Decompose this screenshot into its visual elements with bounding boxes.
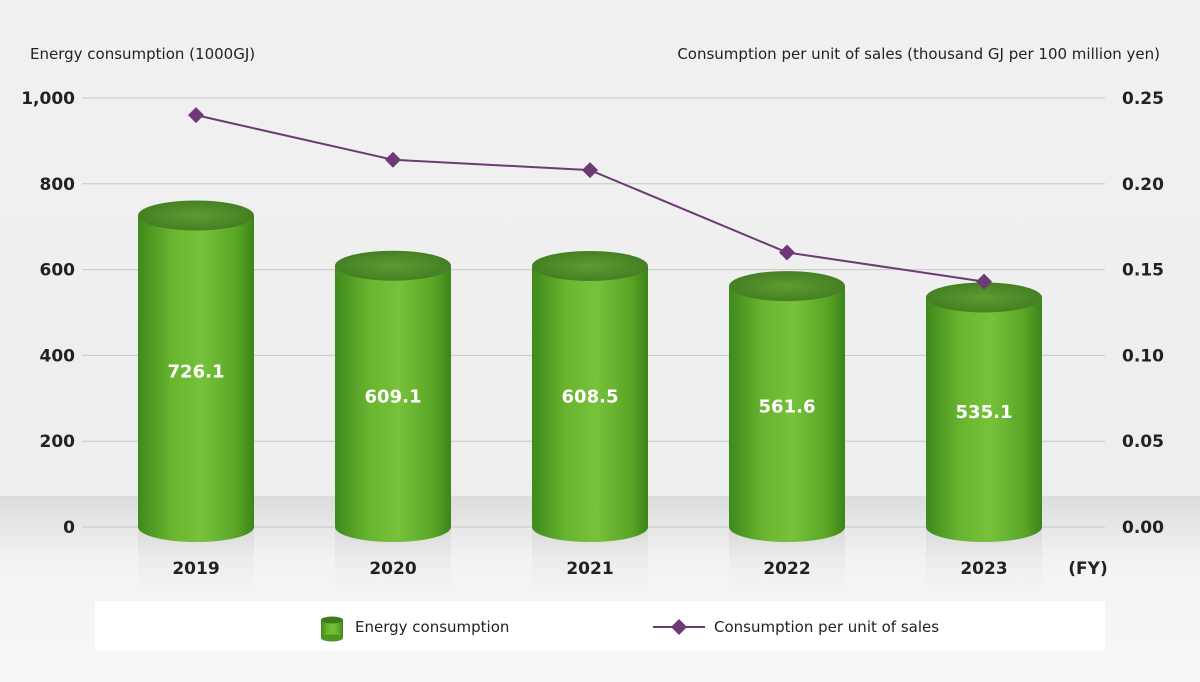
- bar-body: [729, 286, 845, 542]
- bar-value-label: 608.5: [562, 386, 619, 407]
- legend-box: [95, 601, 1105, 651]
- y-right-tick-label: 0.10: [1122, 346, 1164, 366]
- bar-top: [729, 271, 845, 302]
- bar-top: [138, 200, 254, 231]
- y-left-tick-label: 400: [40, 346, 76, 366]
- bar-top: [532, 250, 648, 281]
- bar-value-label: 609.1: [365, 386, 422, 407]
- y-left-tick-label: 0: [63, 518, 75, 538]
- consumption-per-sales-line: [188, 107, 992, 290]
- legend: Energy consumption Consumption per unit …: [95, 601, 1105, 651]
- bar-2021: 608.5: [532, 250, 648, 602]
- x-tick-label: 2020: [369, 559, 416, 579]
- bar-value-label: 561.6: [759, 397, 816, 418]
- y-axis-left-title: Energy consumption (1000GJ): [30, 45, 255, 63]
- x-tick-label: 2021: [566, 559, 613, 579]
- y-axis-right-title: Consumption per unit of sales (thousand …: [677, 45, 1160, 63]
- legend-diamond-marker: [671, 619, 687, 635]
- legend-energy-consumption-label: Energy consumption: [355, 618, 509, 636]
- y-axis-right-ticks: 0.00 0.05 0.10 0.15 0.20 0.25: [1122, 89, 1164, 538]
- line-point-2022: [779, 244, 795, 261]
- legend-consumption-per-sales-label: Consumption per unit of sales: [714, 618, 939, 636]
- energy-consumption-bars: 726.1 609.1 608.5 561.6 535.1: [138, 200, 1042, 602]
- bar-value-label: 726.1: [168, 361, 225, 382]
- bar-2020: 609.1: [335, 250, 451, 602]
- bar-2023: 535.1: [926, 282, 1042, 602]
- bar-top: [335, 250, 451, 281]
- bar-body: [532, 265, 648, 542]
- y-right-tick-label: 0.05: [1122, 432, 1164, 452]
- bar-body: [335, 265, 451, 542]
- y-left-tick-label: 800: [40, 175, 76, 195]
- y-right-tick-label: 0.25: [1122, 89, 1164, 109]
- legend-cylinder-icon: [321, 616, 343, 642]
- y-axis-left-ticks: 0 200 400 600 800 1,000: [21, 89, 75, 538]
- y-right-tick-label: 0.00: [1122, 518, 1164, 538]
- line-point-2019: [188, 107, 204, 124]
- x-tick-label: 2019: [172, 559, 219, 579]
- bar-value-label: 535.1: [956, 402, 1013, 423]
- y-right-tick-label: 0.20: [1122, 175, 1164, 195]
- x-tick-label: 2023: [960, 559, 1007, 579]
- line-point-2021: [582, 162, 598, 179]
- x-axis-unit-label: (FY): [1068, 559, 1107, 579]
- x-tick-label: 2022: [763, 559, 810, 579]
- y-left-tick-label: 200: [40, 432, 76, 452]
- bar-body: [138, 215, 254, 542]
- y-left-tick-label: 600: [40, 261, 76, 281]
- x-axis-ticks: 2019 2020 2021 2022 2023: [172, 559, 1007, 579]
- bar-2019: 726.1: [138, 200, 254, 602]
- y-right-tick-label: 0.15: [1122, 261, 1164, 281]
- bar-body: [926, 297, 1042, 542]
- line-point-2020: [385, 151, 401, 168]
- bar-2022: 561.6: [729, 271, 845, 602]
- y-left-tick-label: 1,000: [21, 89, 75, 109]
- bar-top: [926, 282, 1042, 313]
- line-point-2023: [976, 273, 992, 290]
